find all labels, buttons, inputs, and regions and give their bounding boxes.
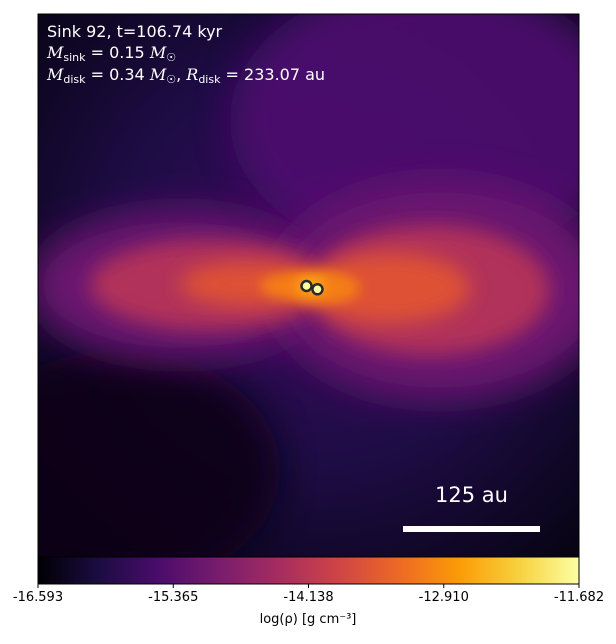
- colorbar-tick-label: -16.593: [12, 590, 64, 605]
- disk-annotation: Mdisk = 0.34 M☉, Rdisk = 233.07 au: [47, 65, 326, 86]
- scale-bar: [403, 526, 540, 532]
- sink-mass-value: 0.15: [109, 43, 145, 62]
- colorbar-tick-label: -15.365: [148, 590, 199, 605]
- disk-radius-value: 233.07: [244, 65, 301, 84]
- colorbar-ticks: [37, 584, 580, 588]
- disk-mass-value: 0.34: [109, 65, 145, 84]
- sink-marker: [300, 279, 313, 293]
- sink-title: Sink 92, t=106.74 kyr: [47, 22, 223, 41]
- colorbar-label: log(ρ) [g cm⁻³]: [259, 612, 357, 627]
- colorbar-tick-label: -14.138: [283, 590, 334, 605]
- colorbar: [37, 556, 580, 585]
- scale-bar-label: 125 au: [435, 483, 508, 507]
- sink-markers: [300, 279, 324, 296]
- density-map: [38, 14, 579, 557]
- sink-marker: [311, 283, 324, 296]
- disk-radius-unit: au: [305, 65, 326, 84]
- colorbar-tick-label: -12.910: [418, 590, 469, 605]
- colorbar-tick-label: -11.682: [553, 590, 605, 605]
- sink-mass-annotation: Msink = 0.15 M☉: [47, 43, 177, 64]
